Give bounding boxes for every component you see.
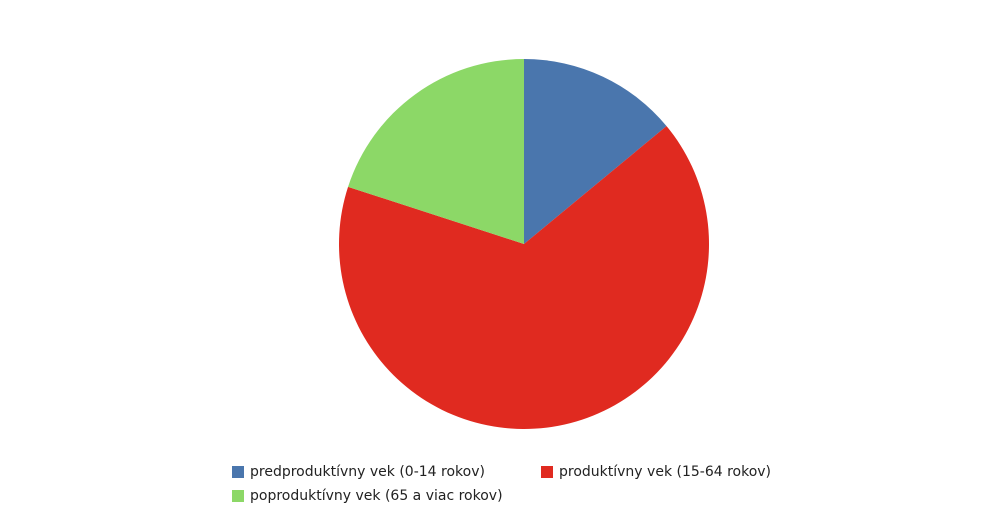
legend-swatch[interactable] [232, 466, 244, 478]
legend-label[interactable]: predproduktívny vek (0-14 rokov) [250, 464, 485, 480]
legend-label[interactable]: produktívny vek (15-64 rokov) [559, 464, 771, 480]
pie-slice [339, 126, 709, 429]
legend-swatch[interactable] [541, 466, 553, 478]
pie-slice [348, 59, 524, 244]
legend-swatch[interactable] [232, 490, 244, 502]
legend-label[interactable]: poproduktívny vek (65 a viac rokov) [250, 488, 503, 504]
pie-slice [524, 59, 667, 244]
